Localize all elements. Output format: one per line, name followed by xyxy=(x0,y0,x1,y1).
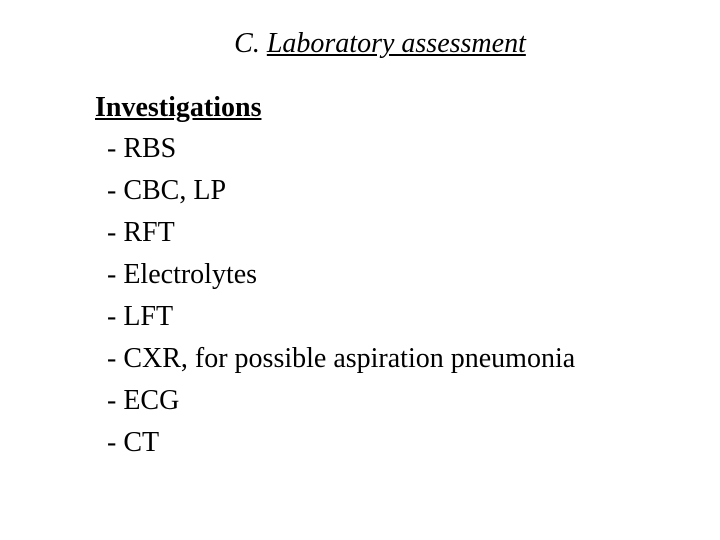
list-item: - RBS xyxy=(95,128,720,170)
list-item: - RFT xyxy=(95,212,720,254)
list-item: - Electrolytes xyxy=(95,254,720,296)
title-main: Laboratory assessment xyxy=(267,28,526,59)
list-item: - ECG xyxy=(95,380,720,422)
subheading: Investigations xyxy=(95,92,720,124)
list-item: - CBC, LP xyxy=(95,170,720,212)
list-item: - CXR, for possible aspiration pneumonia xyxy=(95,338,720,380)
content-block: Investigations - RBS - CBC, LP - RFT - E… xyxy=(0,92,720,464)
list-item: - CT xyxy=(95,422,720,464)
list-item: - LFT xyxy=(95,296,720,338)
slide-title: C. Laboratory assessment xyxy=(0,28,720,60)
title-prefix: C. xyxy=(234,28,267,59)
